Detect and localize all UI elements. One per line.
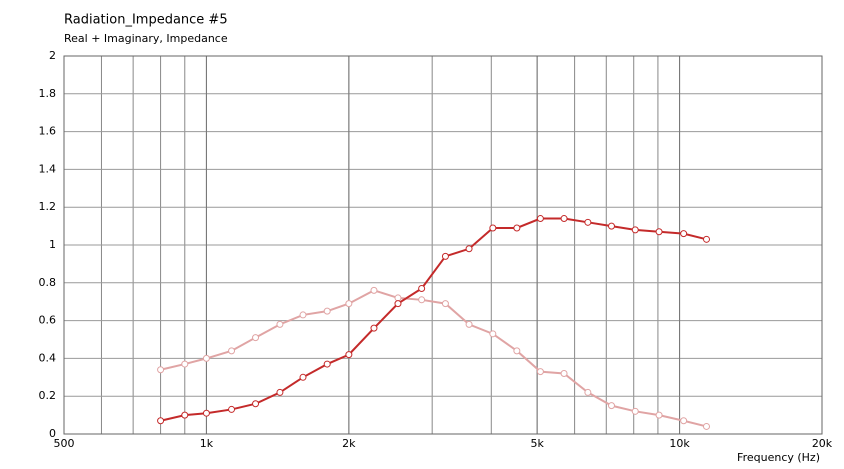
data-point: [418, 284, 426, 292]
chart-subtitle: Real + Imaginary, Impedance: [64, 32, 228, 45]
data-point: [370, 286, 378, 294]
data-point: [680, 417, 688, 425]
data-point: [202, 409, 210, 417]
y-tick-label: 0: [49, 427, 56, 440]
x-tick-label: 2k: [342, 437, 356, 450]
series-line: [160, 289, 707, 428]
data-point: [441, 300, 449, 308]
y-tick-label: 1.6: [39, 125, 57, 138]
data-point: [513, 347, 521, 355]
y-tick-label: 1.4: [39, 162, 57, 175]
data-point: [702, 422, 710, 430]
x-tick-label: 5k: [530, 437, 544, 450]
data-point: [276, 320, 284, 328]
data-point: [702, 235, 710, 243]
data-point: [513, 224, 521, 232]
data-point: [489, 224, 497, 232]
data-point: [607, 402, 615, 410]
data-point: [465, 245, 473, 253]
x-tick-label: 1k: [200, 437, 214, 450]
y-tick-label: 0.6: [39, 314, 57, 327]
data-point: [345, 300, 353, 308]
data-point: [584, 218, 592, 226]
data-point: [345, 351, 353, 359]
data-point: [655, 411, 663, 419]
data-point: [181, 360, 189, 368]
data-point: [228, 347, 236, 355]
data-point: [631, 407, 639, 415]
data-point: [299, 311, 307, 319]
data-point: [441, 252, 449, 260]
data-point: [181, 411, 189, 419]
data-point: [631, 226, 639, 234]
x-tick-label: 10k: [669, 437, 690, 450]
y-tick-label: 2: [49, 49, 56, 62]
data-point: [276, 388, 284, 396]
data-point: [394, 300, 402, 308]
data-point: [465, 320, 473, 328]
data-point: [536, 368, 544, 376]
data-point: [228, 405, 236, 413]
y-tick-label: 0.4: [39, 351, 57, 364]
data-point: [655, 228, 663, 236]
data-point: [560, 370, 568, 378]
data-point: [489, 330, 497, 338]
data-point: [607, 222, 615, 230]
y-tick-label: 0.2: [39, 389, 57, 402]
y-tick-label: 1.2: [39, 200, 57, 213]
data-point: [418, 296, 426, 304]
data-point: [584, 388, 592, 396]
y-tick-label: 1: [49, 238, 56, 251]
data-point: [202, 354, 210, 362]
data-point: [323, 307, 331, 315]
y-tick-label: 1.8: [39, 87, 57, 100]
x-tick-label: 500: [54, 437, 75, 450]
data-point: [680, 230, 688, 238]
data-point: [252, 334, 260, 342]
plot-frame: [63, 55, 823, 435]
data-point: [560, 215, 568, 223]
x-tick-label: 20k: [812, 437, 833, 450]
data-point: [157, 366, 165, 374]
series-line: [160, 217, 707, 422]
data-point: [536, 215, 544, 223]
data-point: [323, 360, 331, 368]
chart-title: Radiation_Impedance #5: [64, 13, 228, 28]
x-axis-label: Frequency (Hz): [737, 451, 820, 464]
y-tick-label: 0.8: [39, 276, 57, 289]
data-point: [394, 294, 402, 302]
data-point: [252, 400, 260, 408]
data-point: [299, 373, 307, 381]
data-point: [157, 417, 165, 425]
data-point: [370, 324, 378, 332]
